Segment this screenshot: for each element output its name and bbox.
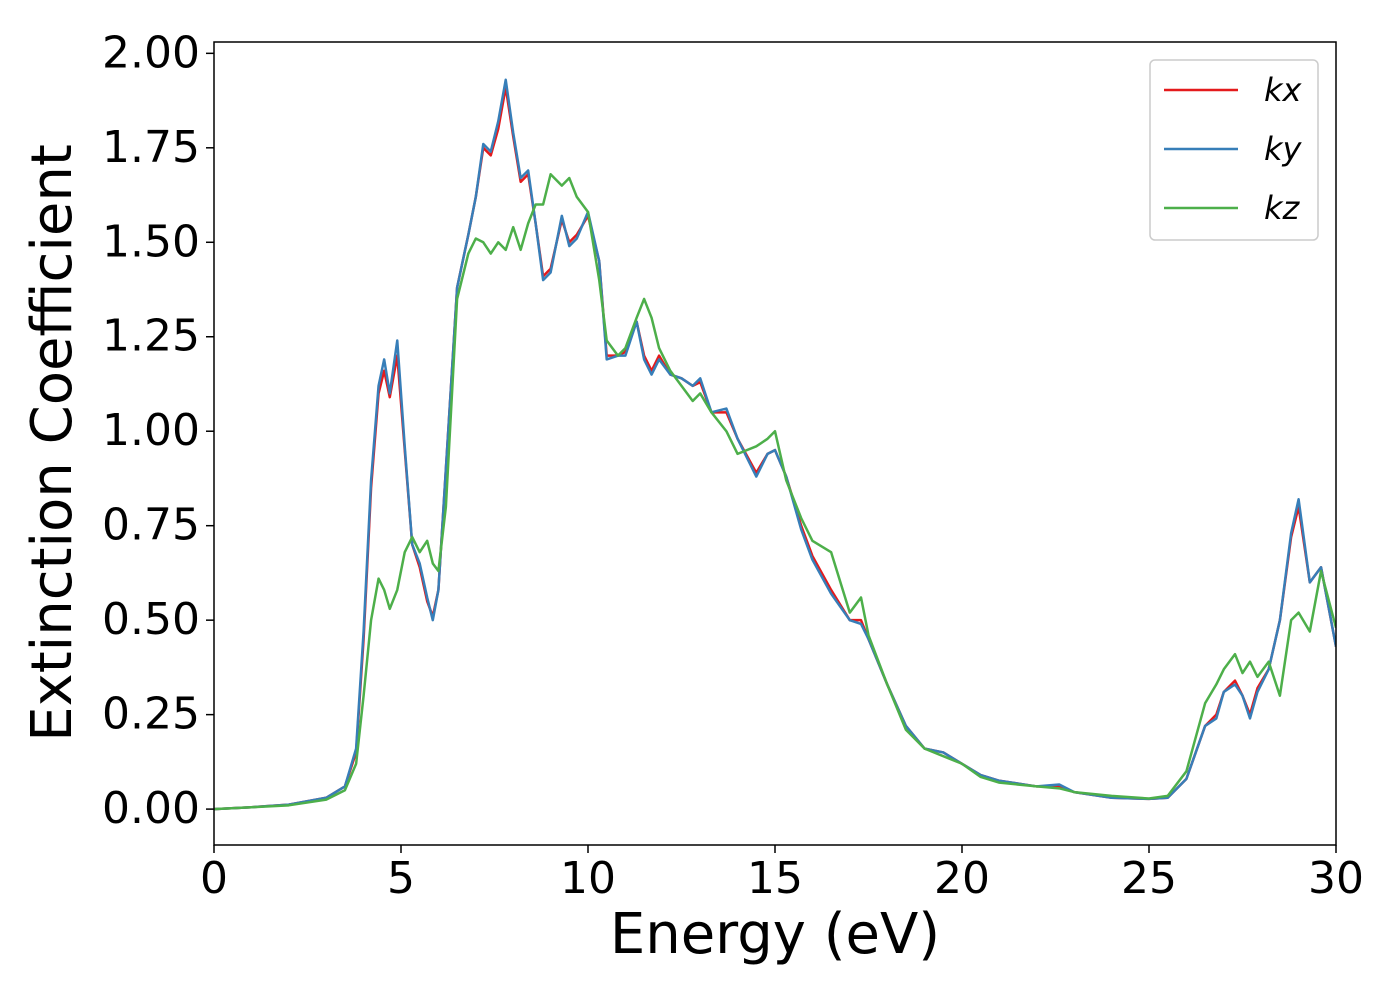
x-tick-label: 30 <box>1308 853 1364 904</box>
x-tick-label: 0 <box>200 853 228 904</box>
legend-label: ky <box>1264 130 1303 168</box>
y-tick-label: 1.00 <box>102 405 200 456</box>
x-tick-label: 20 <box>934 853 990 904</box>
legend-label: kx <box>1264 71 1303 109</box>
plot-frame <box>213 41 1337 846</box>
x-tick-label: 25 <box>1121 853 1177 904</box>
x-tick-label: 5 <box>387 853 415 904</box>
y-tick-label: 1.75 <box>102 122 200 173</box>
legend-label: kz <box>1264 189 1301 227</box>
x-axis-label: Energy (eV) <box>610 902 940 967</box>
series-line <box>214 78 1336 811</box>
x-tick-label: 15 <box>747 853 803 904</box>
y-tick-label: 0.75 <box>102 500 200 551</box>
x-tick-label: 10 <box>560 853 616 904</box>
y-tick-label: 1.50 <box>102 216 200 267</box>
y-axis-label: Extinction Coefficient <box>20 144 85 742</box>
y-tick-label: 0.25 <box>102 689 200 740</box>
series-line <box>214 173 1336 811</box>
y-tick-label: 2.00 <box>102 27 200 78</box>
y-tick-label: 0.50 <box>102 594 200 645</box>
y-tick-label: 1.25 <box>102 311 200 362</box>
y-tick-label: 0.00 <box>102 783 200 834</box>
